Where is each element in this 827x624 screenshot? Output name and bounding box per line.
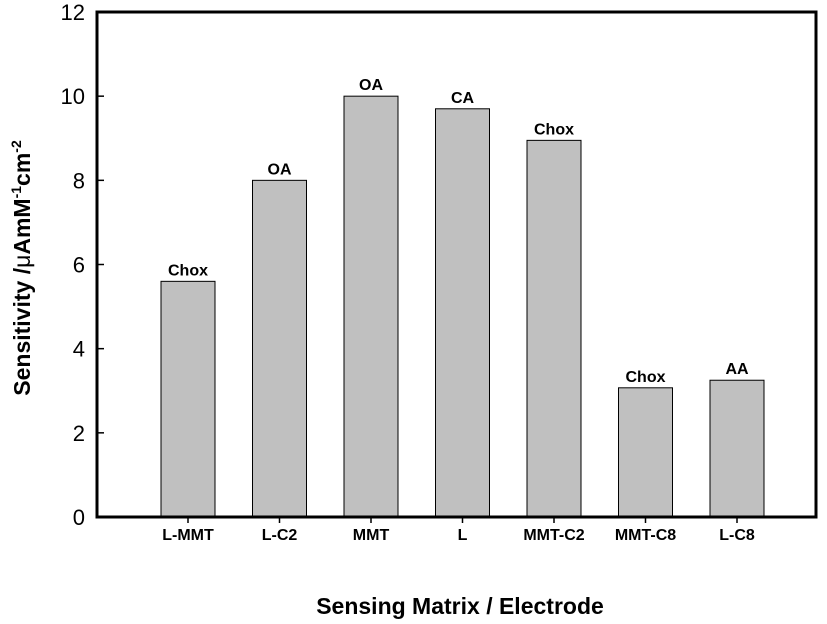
- y-tick-label: 2: [73, 421, 85, 446]
- x-tick-label: L-C2: [262, 527, 298, 544]
- y-tick-label: 6: [73, 253, 85, 278]
- x-tick-label: L-MMT: [162, 527, 214, 544]
- bar: [160, 280, 216, 518]
- y-axis-title-unit-b: cm: [9, 153, 35, 186]
- bar: [618, 387, 673, 518]
- x-tick-label: MMT-C2: [523, 527, 584, 544]
- x-tick-label: L-C8: [719, 527, 755, 544]
- bar-data-label: Chox: [626, 369, 666, 386]
- y-axis-title-sup-b: -2: [8, 140, 24, 153]
- bar: [252, 179, 307, 518]
- y-axis-title: Sensitivity /μAmM-1cm-2: [8, 140, 35, 396]
- y-axis-title-text: Sensitivity /: [9, 267, 35, 395]
- bar-data-label: AA: [725, 361, 749, 378]
- y-tick-label: 12: [61, 0, 85, 25]
- x-tick-label: L: [458, 527, 468, 544]
- y-tick-label: 0: [73, 505, 85, 530]
- x-tick-label: MMT: [353, 527, 390, 544]
- y-tick-label: 10: [61, 84, 85, 109]
- y-axis-title-sup-a: -1: [8, 186, 24, 199]
- y-axis-title-mu: μ: [9, 255, 35, 268]
- bar-labels-group: Chox OA OA CA Chox Chox AA: [168, 77, 749, 386]
- bar: [526, 139, 582, 518]
- bars-group: [160, 95, 765, 518]
- bar-data-label: OA: [268, 161, 292, 178]
- bar: [709, 379, 765, 518]
- x-tick-label: MMT-C8: [615, 527, 676, 544]
- bar-data-label: Chox: [168, 262, 208, 279]
- bar: [435, 108, 490, 518]
- bar: [343, 95, 399, 518]
- bar-data-label: Chox: [534, 121, 574, 138]
- x-axis-title: Sensing Matrix / Electrode: [316, 593, 604, 619]
- y-tick-label: 4: [73, 337, 85, 362]
- y-axis-title-unit-a: AmM: [9, 198, 35, 254]
- bar-data-label: OA: [359, 77, 383, 94]
- y-tick-label: 8: [73, 168, 85, 193]
- y-ticks-group: 0 2 4 6 8 10 12: [61, 0, 104, 530]
- x-ticks-group: L-MMT L-C2 MMT L MMT-C2 MMT-C8 L-C8: [162, 517, 755, 544]
- bar-data-label: CA: [451, 90, 475, 107]
